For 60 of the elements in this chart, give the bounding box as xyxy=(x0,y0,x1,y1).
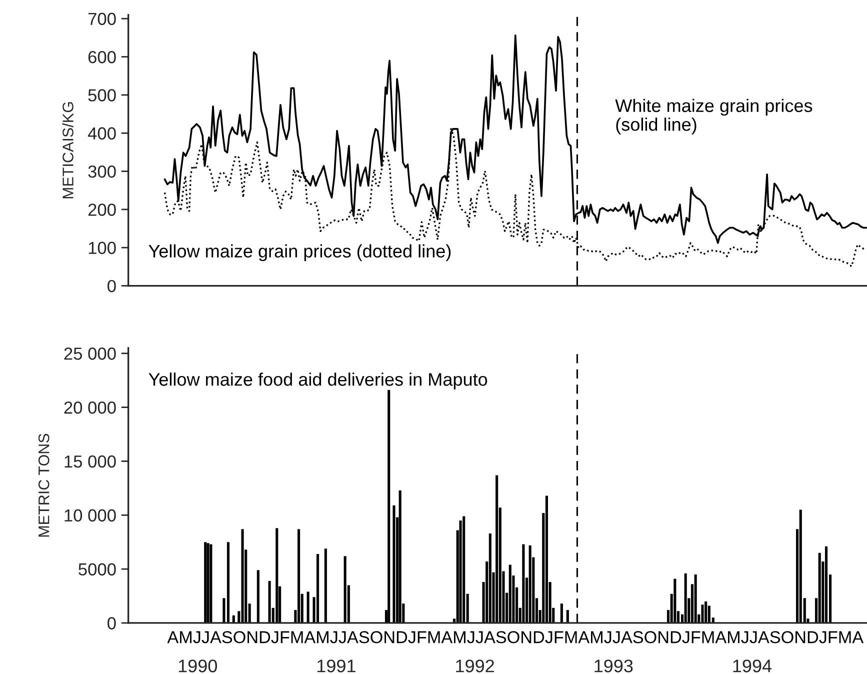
bar xyxy=(508,564,512,623)
bar xyxy=(708,606,710,623)
bar xyxy=(694,574,697,623)
text: White maize grain prices (solid line) xyxy=(615,98,812,134)
bar xyxy=(560,604,563,623)
bar xyxy=(204,542,207,623)
bar xyxy=(674,578,676,623)
y-tick-label: 700 xyxy=(88,12,116,26)
bar xyxy=(566,610,569,623)
bar xyxy=(298,529,300,623)
x-tick-label: 1992 xyxy=(456,660,494,672)
bar xyxy=(388,390,390,623)
bar xyxy=(704,601,708,623)
bar xyxy=(824,546,828,623)
y-tick-label: 500 xyxy=(88,89,116,102)
bar xyxy=(488,533,492,623)
bar xyxy=(206,543,210,623)
y-tick-label: 200 xyxy=(88,204,116,216)
y-tick-label: 25 000 xyxy=(64,348,116,360)
bar xyxy=(344,556,346,623)
x-tick-label: 1993 xyxy=(594,660,633,672)
y-tick-label: 0 xyxy=(108,617,116,630)
text: Yellow maize food aid deliveries in Maputo xyxy=(148,372,488,390)
bar xyxy=(256,570,260,623)
bar xyxy=(324,548,327,623)
bar xyxy=(306,592,310,623)
bar xyxy=(799,510,802,623)
bar xyxy=(392,505,396,623)
y-tick-label: 20 000 xyxy=(64,401,116,414)
bar xyxy=(316,554,320,623)
bar xyxy=(226,542,230,623)
y-tick-label: 400 xyxy=(88,127,116,140)
x-tick-label: 1994 xyxy=(733,660,772,672)
bar xyxy=(818,552,821,623)
y-tick-label: 10 000 xyxy=(64,509,116,522)
bar xyxy=(462,516,466,623)
y-axis-title: METRIC TONS xyxy=(38,434,50,537)
bar xyxy=(210,544,212,623)
y-tick-label: 15 000 xyxy=(64,455,116,468)
bar xyxy=(522,544,525,623)
y-tick-label: 5000 xyxy=(78,563,116,576)
x-tick-label: 1990 xyxy=(178,660,217,672)
y-tick-label: 300 xyxy=(88,165,116,178)
series-label: Yellow maize grain prices (dotted line) xyxy=(148,244,451,262)
y-tick-label: 0 xyxy=(108,280,116,292)
x-tick-label: 1991 xyxy=(317,660,356,672)
bar xyxy=(545,496,548,623)
bar xyxy=(684,573,687,623)
bar xyxy=(528,545,532,623)
bar xyxy=(496,475,498,623)
text: AMJJASONDJFMAMJJASONDJFMAMJJASONDJFMAMJJASONDJFMAMJJASONDJFMA xyxy=(167,631,864,644)
y-axis-title: METICAIS/KG xyxy=(62,102,74,198)
y-tick-label: 100 xyxy=(88,242,116,254)
bar xyxy=(276,528,278,623)
bar xyxy=(241,529,244,623)
bar xyxy=(222,598,226,623)
bar xyxy=(398,490,402,623)
bar xyxy=(701,604,704,623)
bar xyxy=(268,580,271,623)
y-tick-label: 600 xyxy=(88,50,116,64)
